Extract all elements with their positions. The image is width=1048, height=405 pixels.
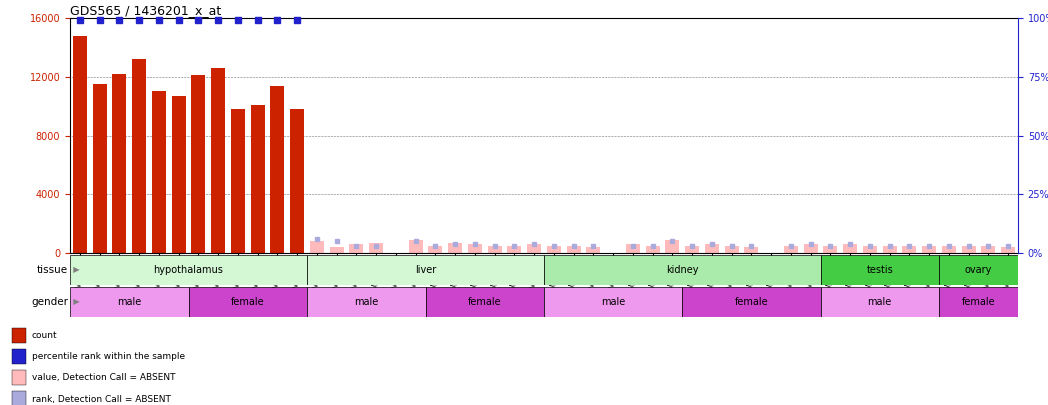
Bar [962,246,976,253]
Text: hypothalamus: hypothalamus [154,265,223,275]
Bar [744,247,759,253]
Text: kidney: kidney [665,265,699,275]
Bar [132,59,146,253]
Bar [231,109,245,253]
Bar [725,246,739,253]
Bar [902,246,916,253]
Bar [112,74,127,253]
Bar [189,287,307,317]
Bar [192,75,205,253]
Text: percentile rank within the sample: percentile rank within the sample [31,352,184,361]
Bar [307,255,544,285]
Bar [507,246,521,253]
Bar [429,246,442,253]
Bar [544,255,821,285]
Bar [212,68,225,253]
Bar [307,287,425,317]
Text: female: female [231,297,264,307]
Bar [705,244,719,253]
Bar [487,246,502,253]
Text: female: female [962,297,996,307]
Bar [844,244,857,253]
Bar [646,246,659,253]
Bar [152,92,166,253]
Text: male: male [354,297,378,307]
Text: gender: gender [30,297,68,307]
Bar [468,244,482,253]
Text: female: female [468,297,502,307]
Bar [12,391,26,405]
Bar [250,104,264,253]
Bar [425,287,544,317]
Bar [349,244,364,253]
Bar [942,246,956,253]
Bar [685,246,699,253]
Text: ▶: ▶ [68,298,80,307]
Text: male: male [868,297,892,307]
Bar [882,246,896,253]
Bar [12,370,26,386]
Bar [310,241,324,253]
Bar [939,287,1018,317]
Bar [270,85,284,253]
Text: ovary: ovary [965,265,992,275]
Bar [587,247,601,253]
Bar [922,246,936,253]
Text: GDS565 / 1436201_x_at: GDS565 / 1436201_x_at [70,4,221,17]
Text: ▶: ▶ [68,266,80,275]
Bar [330,247,344,253]
Bar [939,255,1018,285]
Bar [982,246,996,253]
Bar [290,109,304,253]
Text: female: female [735,297,768,307]
Text: liver: liver [415,265,436,275]
Text: rank, Detection Call = ABSENT: rank, Detection Call = ABSENT [31,394,171,403]
Bar [1001,247,1016,253]
Text: value, Detection Call = ABSENT: value, Detection Call = ABSENT [31,373,175,382]
Bar [821,255,939,285]
Text: tissue: tissue [37,265,68,275]
Bar [92,84,107,253]
Text: male: male [117,297,141,307]
Bar [449,243,462,253]
Bar [172,96,185,253]
Bar [821,287,939,317]
Bar [409,240,422,253]
Bar [824,246,837,253]
Bar [804,244,817,253]
Bar [863,246,877,253]
Bar [70,287,189,317]
Bar [682,287,821,317]
Text: testis: testis [867,265,893,275]
Bar [544,287,682,317]
Bar [665,240,679,253]
Bar [626,244,639,253]
Bar [12,349,26,364]
Text: count: count [31,331,58,340]
Bar [73,36,87,253]
Text: male: male [601,297,626,307]
Bar [70,255,307,285]
Bar [12,328,26,343]
Bar [784,246,798,253]
Bar [567,246,581,253]
Bar [369,243,383,253]
Bar [547,246,561,253]
Bar [527,244,541,253]
